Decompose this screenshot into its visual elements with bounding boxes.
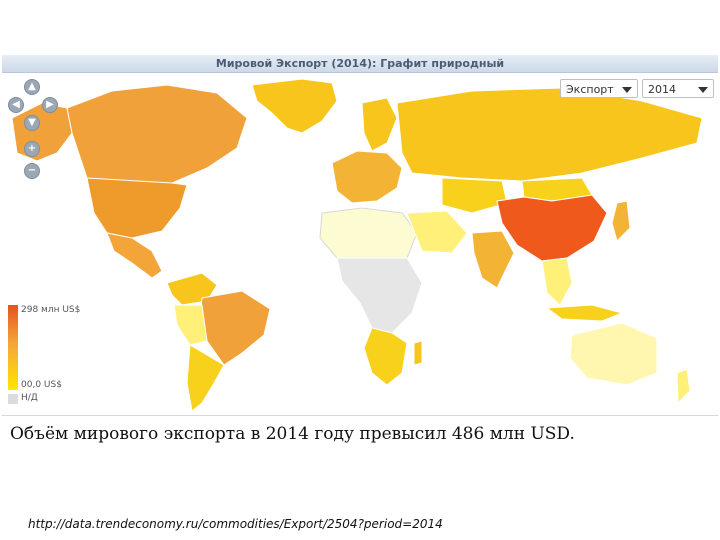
zoom-out-icon[interactable]: − [24, 163, 40, 179]
region-argentina [186, 344, 225, 412]
region-peru-bolivia [173, 304, 208, 346]
map-widget: Мировой Экспорт (2014): Графит природный [2, 55, 718, 416]
world-map[interactable] [2, 73, 718, 415]
region-australia [569, 322, 658, 386]
year-dropdown-value: 2014 [648, 83, 676, 96]
map-legend: 298 млн US$ 00,0 US$ Н/Д [8, 305, 118, 410]
metric-dropdown-value: Экспорт [566, 83, 614, 96]
legend-min-label: 00,0 US$ [21, 380, 62, 390]
region-mexico [106, 232, 163, 279]
region-new-zealand [676, 368, 691, 405]
pan-up-icon[interactable]: ▲ [24, 79, 40, 95]
year-dropdown[interactable]: 2014 [642, 79, 714, 98]
legend-max-label: 298 млн US$ [21, 305, 81, 315]
pan-left-icon[interactable]: ◀ [8, 97, 24, 113]
legend-na-swatch [8, 394, 18, 404]
region-north-africa [319, 207, 418, 264]
chevron-down-icon [622, 87, 632, 93]
region-madagascar [413, 340, 423, 366]
map-title: Мировой Экспорт (2014): Графит природный [2, 55, 718, 73]
chevron-down-icon [698, 87, 708, 93]
region-middle-east [406, 210, 468, 254]
legend-color-scale [8, 305, 18, 390]
region-canada [66, 84, 248, 186]
region-usa [86, 177, 188, 239]
source-link[interactable]: http://data.trendeconomy.ru/commodities/… [28, 517, 443, 531]
zoom-in-icon[interactable]: + [24, 141, 40, 157]
caption-text: Объём мирового экспорта в 2014 году прев… [10, 424, 575, 444]
region-china [496, 194, 608, 262]
region-europe [331, 150, 403, 204]
pan-right-icon[interactable]: ▶ [42, 97, 58, 113]
pan-down-icon[interactable]: ▼ [24, 115, 40, 131]
metric-dropdown[interactable]: Экспорт [560, 79, 638, 98]
region-central-asia [441, 177, 508, 214]
region-indonesia [545, 304, 624, 322]
region-india [471, 230, 515, 289]
legend-na-label: Н/Д [21, 393, 38, 403]
region-southern-africa [363, 327, 408, 386]
region-japan [611, 200, 631, 242]
region-southeast-asia [541, 257, 573, 306]
region-scandinavia [361, 97, 398, 152]
region-greenland [251, 78, 338, 134]
